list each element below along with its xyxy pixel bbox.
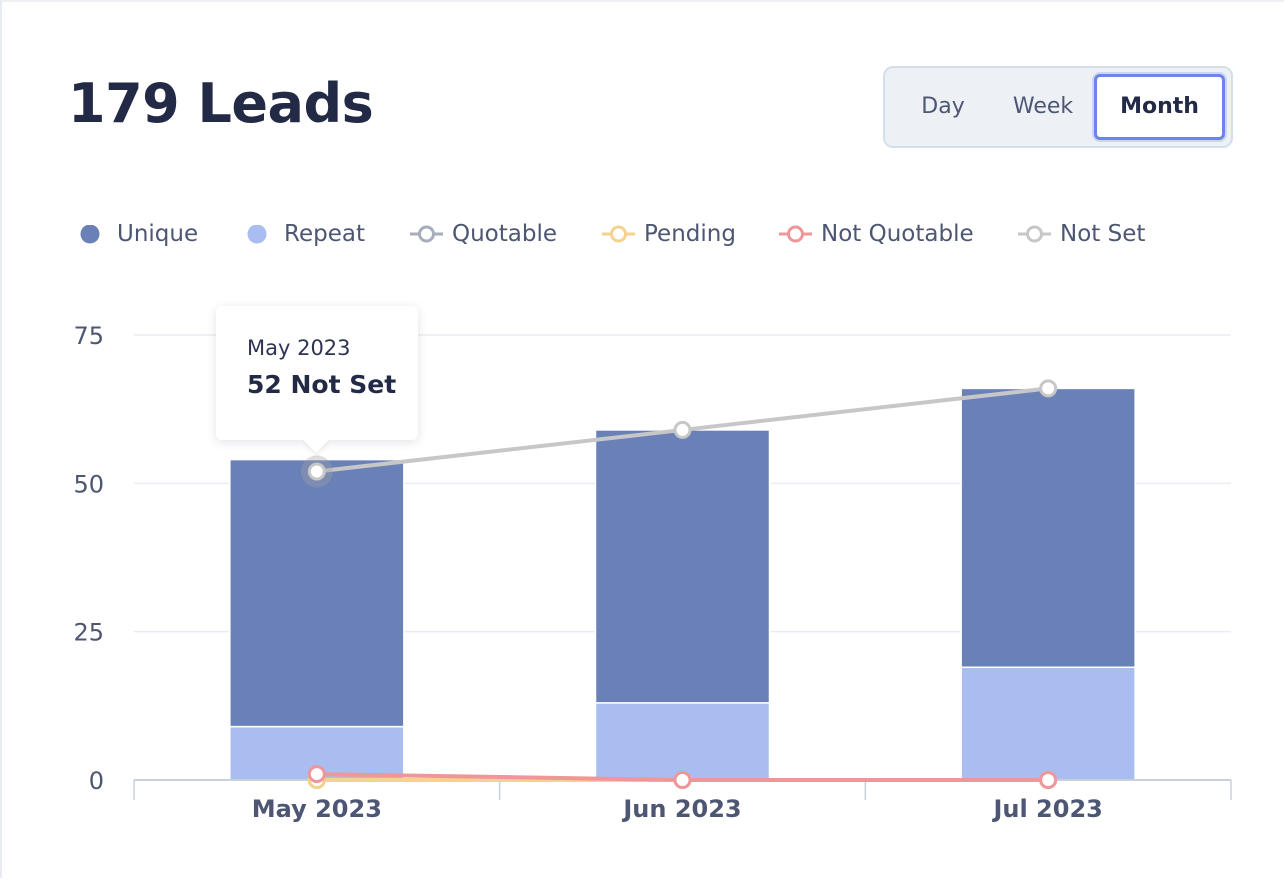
bar-repeat[interactable] — [594, 702, 771, 781]
point-not-set[interactable] — [1039, 379, 1058, 398]
point-not-quotable[interactable] — [673, 771, 692, 789]
bar-unique[interactable] — [594, 429, 771, 704]
y-tick-label: 25 — [73, 619, 104, 647]
point-not-quotable[interactable] — [1039, 771, 1058, 789]
period-week-button[interactable]: Week — [1012, 94, 1074, 119]
y-tick-label: 75 — [73, 322, 104, 350]
bar-repeat[interactable] — [960, 666, 1136, 781]
legend-line-marker-icon — [779, 225, 812, 243]
point-not-set[interactable] — [307, 462, 326, 481]
legend-line-marker-icon — [1018, 225, 1051, 243]
page-title: 179 Leads — [68, 72, 374, 135]
legend-label: Not Quotable — [821, 221, 974, 247]
y-tick-label: 50 — [73, 470, 104, 498]
tooltip-value: 52 Not Set — [247, 370, 397, 399]
y-tick-label: 0 — [89, 767, 104, 795]
bar-unique[interactable] — [960, 387, 1136, 669]
bar-unique[interactable] — [229, 458, 405, 728]
period-switch: Day Week Month — [883, 66, 1233, 148]
legend-line-marker-icon — [410, 225, 443, 243]
x-tick-label: May 2023 — [252, 795, 382, 823]
tooltip-date: May 2023 — [247, 336, 351, 360]
point-not-set[interactable] — [673, 420, 692, 439]
x-tick-label: Jun 2023 — [621, 795, 741, 823]
legend-label: Unique — [117, 221, 199, 247]
legend-dot-icon — [80, 225, 100, 244]
legend-label: Not Set — [1060, 221, 1146, 247]
chart-tooltip: May 2023 52 Not Set — [216, 306, 418, 440]
period-month-button[interactable]: Month — [1094, 74, 1225, 140]
legend-label: Repeat — [284, 221, 365, 247]
point-not-quotable[interactable] — [307, 765, 326, 784]
legend-label: Pending — [644, 221, 736, 247]
x-tick-label: Jul 2023 — [991, 795, 1102, 823]
legend-label: Quotable — [452, 221, 558, 247]
period-day-button[interactable]: Day — [921, 94, 965, 119]
legend-line-marker-icon — [602, 225, 635, 243]
legend-dot-icon — [247, 225, 267, 244]
